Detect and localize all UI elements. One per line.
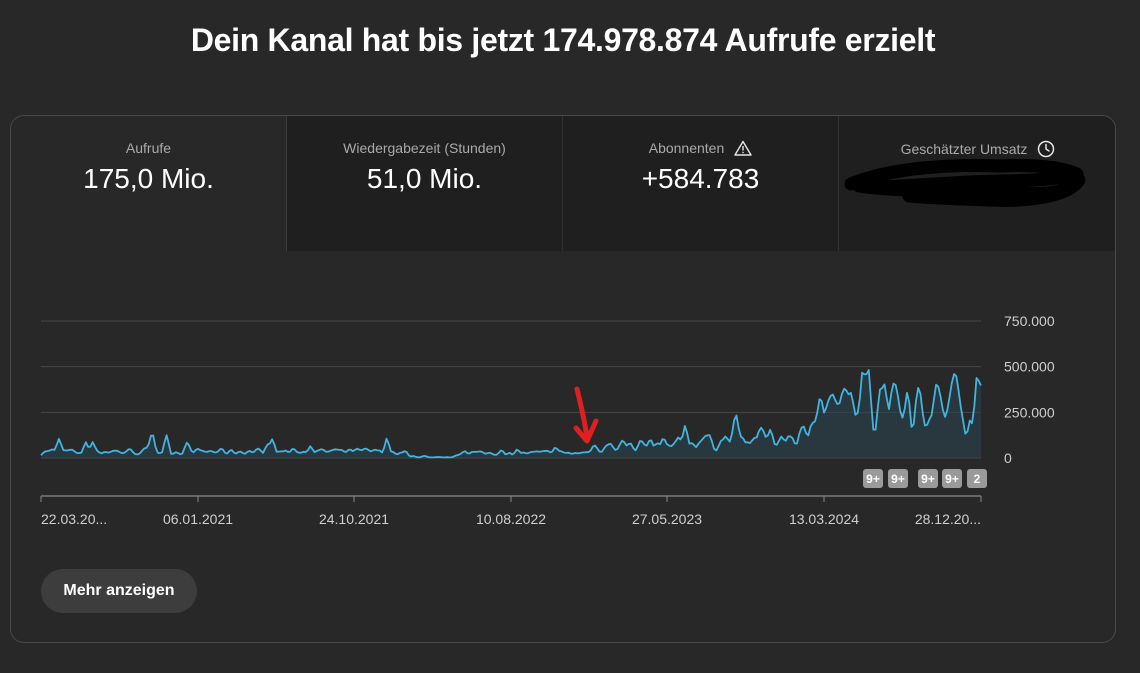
annotation-marker-label: 9+: [945, 472, 959, 486]
annotation-marker-label: 9+: [891, 472, 905, 486]
clock-icon[interactable]: [1037, 140, 1055, 158]
annotation-marker: [888, 469, 908, 488]
annotation-marker-label: 2: [974, 472, 981, 486]
red-arrow-head: [573, 418, 599, 444]
page-title: Dein Kanal hat bis jetzt 174.978.874 Auf…: [190, 22, 936, 58]
annotation-marker: [942, 469, 962, 488]
x-tick-label: 28.12.20...: [915, 511, 981, 527]
x-tick-label: 10.08.2022: [476, 511, 546, 527]
metric-value: 175,0 Mio.: [83, 163, 214, 194]
metric-value: 51,0 Mio.: [366, 163, 483, 194]
metric-tab-watchtime[interactable]: Wiedergabezeit (Stunden) 51,0 Mio.: [287, 116, 563, 251]
analytics-card: Aufrufe 175,0 Mio. Wiedergabezeit (Stund…: [10, 115, 1116, 643]
redaction-scribble: [844, 159, 1086, 207]
warning-icon[interactable]: [734, 140, 752, 156]
annotation-marker-label: 9+: [866, 472, 880, 486]
metric-value: +584.783: [641, 163, 760, 194]
annotation-marker: [918, 469, 938, 488]
x-tick-label: 24.10.2021: [319, 511, 389, 527]
metric-tabs: Aufrufe 175,0 Mio. Wiedergabezeit (Stund…: [11, 116, 1115, 251]
series-area: [41, 370, 981, 458]
red-arrow: [574, 386, 590, 441]
metric-label: Aufrufe: [125, 140, 172, 156]
y-tick-label: 750.000: [1004, 313, 1055, 329]
annotation-marker: [967, 469, 987, 488]
annotation-marker: [863, 469, 883, 488]
show-more-button[interactable]: Mehr anzeigen: [41, 569, 197, 613]
metric-tab-subscribers[interactable]: Abonnenten +584.783: [563, 116, 839, 251]
metric-label: Abonnenten: [648, 140, 725, 156]
series-line: [40, 369, 982, 459]
y-tick-label: 500.000: [1004, 359, 1055, 375]
metric-tab-revenue[interactable]: Geschätzter Umsatz: [839, 116, 1115, 251]
metric-tab-views[interactable]: Aufrufe 175,0 Mio.: [11, 116, 287, 251]
views-chart: 0 250.000 500.000 750.000 9+ 9+ 9+ 9+ 2 22.03.20.…: [40, 313, 1055, 527]
x-tick-label: 27.05.2023: [632, 511, 702, 527]
annotation-marker-label: 9+: [921, 472, 935, 486]
x-tick-label: 13.03.2024: [789, 511, 859, 527]
x-tick-label: 22.03.20...: [41, 511, 107, 527]
x-tick-label: 06.01.2021: [163, 511, 233, 527]
y-tick-label: 250.000: [1004, 404, 1055, 420]
metric-label: Geschätzter Umsatz: [900, 141, 1028, 157]
y-tick-label: 0: [1004, 450, 1012, 466]
metric-label: Wiedergabezeit (Stunden): [343, 140, 506, 156]
